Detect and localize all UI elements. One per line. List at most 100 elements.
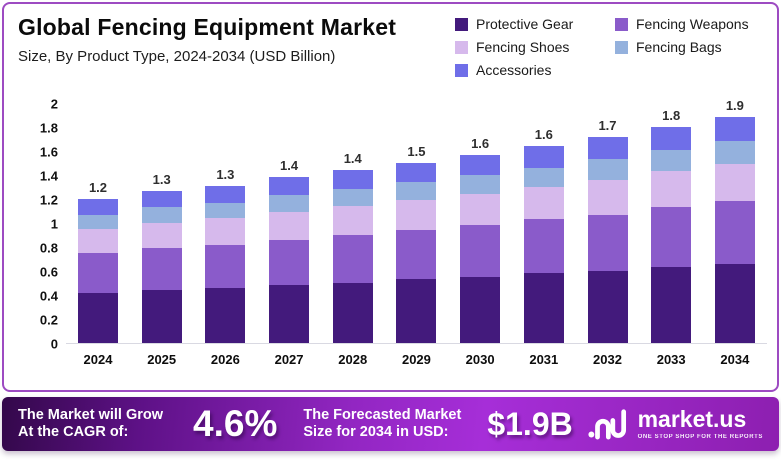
segment-protective-gear[interactable]	[523, 273, 564, 343]
bar-total-label: 1.8	[662, 108, 681, 124]
segment-fencing-shoes[interactable]	[332, 206, 373, 235]
cagr-label-line2: At the CAGR of:	[18, 424, 129, 440]
chart-legend: Protective Gear Fencing Weapons Fencing Sh…	[455, 16, 765, 78]
cagr-label: The Market will Grow At the CAGR of:	[18, 407, 163, 442]
legend-label: Fencing Shoes	[476, 39, 570, 55]
segment-fencing-bags[interactable]	[460, 175, 501, 195]
segment-accessories[interactable]	[460, 154, 501, 176]
segment-accessories[interactable]	[714, 117, 755, 142]
x-tick-label: 2032	[593, 352, 622, 367]
segment-fencing-bags[interactable]	[78, 214, 118, 230]
segment-fencing-bags[interactable]	[587, 159, 628, 180]
bar-2024[interactable]: 1.2	[78, 104, 118, 343]
segment-fencing-shoes[interactable]	[651, 171, 692, 208]
segment-protective-gear[interactable]	[269, 285, 310, 343]
segment-fencing-weapons[interactable]	[205, 244, 246, 288]
bar-2032[interactable]: 1.7	[587, 104, 628, 343]
plot-area: 1.2 1.3 1.3 1.4 1.4 1.5 1.6 1.6 1.7 1.8 1.9	[66, 98, 767, 344]
segment-accessories[interactable]	[651, 127, 692, 150]
x-tick-label: 2033	[656, 352, 686, 367]
segment-fencing-bags[interactable]	[141, 207, 182, 224]
segment-fencing-bags[interactable]	[205, 202, 246, 219]
segment-fencing-shoes[interactable]	[78, 229, 118, 254]
segment-fencing-weapons[interactable]	[396, 230, 437, 280]
segment-fencing-bags[interactable]	[523, 167, 564, 188]
segment-protective-gear[interactable]	[651, 267, 692, 343]
segment-fencing-weapons[interactable]	[523, 219, 564, 274]
segment-fencing-bags[interactable]	[269, 195, 310, 213]
segment-protective-gear[interactable]	[141, 290, 182, 343]
chart-subtitle: Size, By Product Type, 2024-2034 (USD Bi…	[18, 48, 336, 65]
segment-accessories[interactable]	[78, 199, 118, 215]
segment-accessories[interactable]	[205, 185, 246, 203]
segment-fencing-weapons[interactable]	[141, 248, 182, 291]
segment-accessories[interactable]	[332, 170, 373, 190]
segment-fencing-bags[interactable]	[396, 182, 437, 201]
bar-total-label: 1.6	[534, 127, 553, 143]
segment-fencing-shoes[interactable]	[714, 164, 755, 202]
legend-swatch-icon	[455, 63, 468, 77]
y-axis: 0 0.2 0.4 0.6 0.8 1 1.2 1.4 1.6 1.8 2	[14, 97, 58, 352]
segment-accessories[interactable]	[587, 136, 628, 160]
legend-item-fencing-bags[interactable]: Fencing Bags	[615, 39, 765, 55]
y-tick-label: 0.2	[39, 312, 58, 328]
chart-header: Global Fencing Equipment Market Size, By…	[18, 14, 396, 65]
y-tick-label: 0	[50, 336, 58, 352]
segment-accessories[interactable]	[141, 190, 182, 208]
segment-fencing-shoes[interactable]	[587, 179, 628, 215]
cagr-label-line1: The Market will Grow	[18, 406, 164, 423]
chart-section: 0 0.2 0.4 0.6 0.8 1 1.2 1.4 1.6 1.8 2 1.2 1.3 1.3 1.4…	[14, 97, 767, 367]
segment-fencing-weapons[interactable]	[714, 201, 755, 264]
segment-fencing-bags[interactable]	[714, 141, 755, 165]
segment-protective-gear[interactable]	[332, 283, 373, 343]
segment-protective-gear[interactable]	[714, 263, 755, 343]
segment-protective-gear[interactable]	[396, 279, 437, 343]
segment-fencing-shoes[interactable]	[269, 212, 310, 240]
segment-protective-gear[interactable]	[587, 271, 628, 343]
segment-accessories[interactable]	[269, 177, 310, 196]
segment-fencing-weapons[interactable]	[269, 239, 310, 286]
bar-2025[interactable]: 1.3	[141, 104, 182, 343]
legend-item-fencing-weapons[interactable]: Fencing Weapons	[615, 16, 765, 32]
segment-protective-gear[interactable]	[460, 277, 501, 343]
segment-protective-gear[interactable]	[78, 292, 118, 343]
x-tick-label: 2025	[147, 352, 177, 367]
x-tick-label: 2028	[338, 352, 368, 367]
segment-fencing-bags[interactable]	[332, 189, 373, 207]
segment-fencing-shoes[interactable]	[523, 187, 564, 220]
segment-fencing-shoes[interactable]	[396, 200, 437, 231]
bar-2026[interactable]: 1.3	[205, 104, 246, 343]
y-tick-label: 0.6	[39, 264, 58, 280]
bar-2033[interactable]: 1.8	[651, 104, 692, 343]
bar-total-label: 1.4	[280, 158, 299, 174]
segment-fencing-shoes[interactable]	[141, 223, 182, 249]
legend-item-fencing-shoes[interactable]: Fencing Shoes	[455, 39, 615, 55]
bar-2029[interactable]: 1.5	[396, 104, 437, 343]
segment-fencing-weapons[interactable]	[651, 207, 692, 268]
segment-fencing-weapons[interactable]	[78, 253, 118, 293]
y-tick-label: 0.8	[39, 240, 58, 256]
segment-fencing-bags[interactable]	[651, 149, 692, 172]
bar-2034[interactable]: 1.9	[714, 98, 755, 343]
bar-2028[interactable]: 1.4	[332, 104, 373, 343]
bar-total-label: 1.5	[407, 144, 426, 160]
segment-accessories[interactable]	[523, 146, 564, 168]
legend-item-accessories[interactable]: Accessories	[455, 62, 615, 78]
segment-protective-gear[interactable]	[205, 287, 246, 343]
legend-label: Fencing Bags	[636, 39, 722, 55]
segment-fencing-weapons[interactable]	[332, 235, 373, 283]
legend-label: Protective Gear	[476, 16, 574, 32]
segment-fencing-weapons[interactable]	[460, 225, 501, 277]
y-tick-label: 1.4	[39, 168, 58, 184]
forecast-value: $1.9B	[487, 405, 573, 442]
forecast-label-line2: Size for 2034 in USD:	[303, 424, 449, 440]
segment-fencing-weapons[interactable]	[587, 214, 628, 271]
segment-fencing-shoes[interactable]	[460, 194, 501, 226]
segment-accessories[interactable]	[396, 163, 437, 183]
bar-2030[interactable]: 1.6	[460, 104, 501, 343]
bar-2031[interactable]: 1.6	[523, 104, 564, 343]
legend-item-protective-gear[interactable]: Protective Gear	[455, 16, 615, 32]
page-title: Global Fencing Equipment Market	[18, 14, 397, 40]
bar-2027[interactable]: 1.4	[269, 104, 310, 343]
segment-fencing-shoes[interactable]	[205, 218, 246, 245]
